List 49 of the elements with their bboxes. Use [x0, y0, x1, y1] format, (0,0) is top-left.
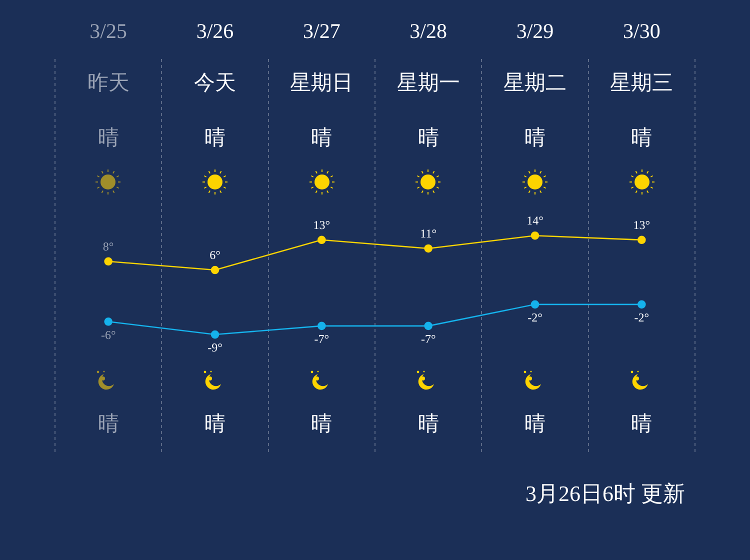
data-label: -6°	[100, 328, 116, 342]
annotation: 晴	[98, 125, 119, 150]
annotation: 晴	[631, 125, 652, 150]
annotation: 晴	[204, 125, 226, 150]
x-tick-label: 3/30	[622, 19, 660, 44]
data-label: 13°	[633, 218, 650, 232]
data-label: -7°	[314, 332, 330, 346]
point	[638, 300, 646, 309]
point	[210, 330, 220, 339]
annotation: 星期一	[396, 70, 460, 94]
annotation: 今天	[194, 70, 236, 94]
data-label: 14°	[526, 214, 544, 228]
text: 3月26日6时 更新	[526, 480, 685, 506]
annotation: 晴	[311, 125, 332, 150]
point	[318, 322, 326, 330]
data-label: -7°	[420, 332, 436, 346]
annotation: 星期日	[290, 70, 354, 94]
point	[638, 236, 646, 244]
point	[424, 244, 432, 253]
annotation: 晴	[418, 125, 439, 150]
annotation: 星期二	[504, 70, 566, 94]
point	[318, 236, 326, 244]
x-tick-label: 3/29	[516, 19, 554, 44]
annotation: 晴	[524, 125, 546, 150]
point	[424, 322, 432, 330]
point	[210, 266, 220, 274]
point	[530, 231, 540, 240]
annotation: 晴	[98, 411, 119, 436]
x-tick-label: 3/26	[196, 19, 234, 44]
data-label: 8°	[102, 240, 114, 254]
x-tick-label: 3/25	[90, 19, 128, 44]
x-tick-label: 3/27	[302, 19, 340, 44]
point	[530, 300, 540, 309]
data-label: 11°	[420, 226, 437, 241]
data-label: -2°	[528, 310, 543, 325]
data-label: -2°	[634, 310, 650, 325]
point	[104, 257, 112, 266]
annotation: 昨天	[87, 70, 130, 94]
x-tick-label: 3/28	[410, 19, 448, 44]
annotation: 晴	[311, 411, 332, 436]
annotation: 晴	[418, 411, 439, 436]
annotation: 星期三	[610, 70, 674, 94]
annotation: 晴	[524, 411, 546, 436]
data-label: -9°	[208, 340, 223, 355]
data-label: 6°	[210, 248, 221, 262]
data-label: 13°	[313, 218, 330, 232]
annotation: 晴	[204, 411, 226, 436]
annotation: 晴	[631, 411, 652, 436]
point	[104, 317, 112, 326]
